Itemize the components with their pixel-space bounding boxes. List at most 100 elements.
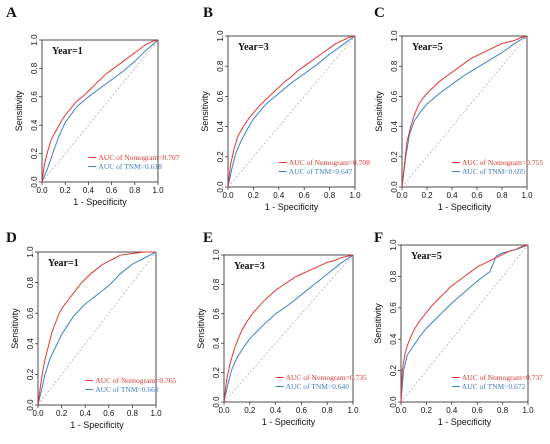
legend-entry: AUC of Nomogram=0.708 [289, 158, 370, 167]
panel-f: F 0.0 0.2 0.4 0.6 0.8 1.0 0.0 0.2 0.4 0.6 0.8 1.0 1 -… [373, 230, 543, 427]
x-tick-label: 0.6 [471, 191, 483, 200]
x-tick-label: 0.6 [106, 186, 118, 195]
x-tick-label: 0.6 [472, 406, 484, 415]
x-tick-label: 0.4 [273, 191, 285, 200]
y-tick-label: 0.2 [26, 368, 35, 380]
plot-frame [37, 251, 157, 406]
x-tick-label: 0.8 [129, 186, 141, 195]
y-tick-label: 1.0 [390, 30, 399, 42]
y-tick-label: 0.4 [26, 338, 35, 350]
legend-entry: AUC of TNM=0.695 [462, 167, 526, 176]
panel-c: C 0.0 0.2 0.4 0.6 0.8 1.0 0.0 0.2 0.4 0.6 0.8 1.0 1 -… [374, 5, 543, 212]
tnm-roc-curve [401, 35, 528, 188]
y-axis-title: Sensitivity [14, 90, 24, 131]
legend-entry: AUC of Nomogram=0.765 [95, 376, 176, 385]
nomogram-roc-curve [400, 244, 529, 403]
reference-diagonal [41, 39, 159, 183]
x-tick-label: 0.8 [496, 191, 508, 200]
panel-letter-c: C [374, 5, 385, 21]
x-tick-label: 1.0 [522, 406, 534, 415]
x-tick-label: 1.0 [150, 409, 162, 418]
nomogram-roc-curve [227, 35, 356, 188]
year-label: Year=3 [234, 261, 265, 272]
y-tick-label: 0.0 [390, 181, 399, 193]
y-tick-label: 0.6 [30, 91, 39, 103]
y-axis-title: Sensitivity [10, 308, 20, 349]
x-tick-label: 0.2 [421, 191, 433, 200]
x-tick-label: 0.0 [218, 406, 230, 415]
plot-frame [227, 35, 356, 188]
y-tick-label: 0.8 [26, 276, 35, 288]
y-tick-label: 0.6 [389, 302, 398, 314]
reference-diagonal [227, 35, 356, 188]
legend-entry: AUC of Nomogram=0.735 [286, 373, 367, 382]
x-axis-title: 1 - Specificity [438, 202, 492, 212]
y-tick-label: 0.0 [216, 181, 225, 193]
legend-entry: AUC of Nomogram=0.737 [462, 373, 543, 382]
reference-diagonal [223, 254, 354, 403]
y-tick-label: 0.8 [390, 60, 399, 72]
legend-entry: AUC of TNM=0.647 [289, 167, 353, 176]
reference-diagonal [400, 244, 529, 403]
x-tick-label: 0.2 [60, 186, 72, 195]
tnm-roc-curve [41, 39, 159, 183]
y-axis-title: Sensitivity [200, 91, 210, 132]
x-tick-label: 1.0 [152, 186, 164, 195]
x-tick-label: 0.8 [497, 406, 509, 415]
panel-letter-a: A [6, 5, 17, 21]
year-label: Year=5 [412, 42, 443, 53]
panel-d: D 0.0 0.2 0.4 0.6 0.8 1.0 0.0 0.2 0.4 0.6 0.8 1.0 1 -… [6, 230, 177, 430]
y-tick-label: 1.0 [30, 34, 39, 46]
x-axis-title: 1 - Specificity [70, 420, 124, 430]
plot-frame [41, 39, 159, 183]
y-tick-label: 0.8 [212, 278, 221, 290]
y-tick-label: 1.0 [389, 239, 398, 251]
y-tick-label: 0.4 [216, 120, 225, 132]
y-tick-label: 0.2 [216, 151, 225, 163]
plot-frame [401, 35, 528, 188]
nomogram-roc-curve [41, 39, 159, 183]
y-tick-label: 1.0 [216, 30, 225, 42]
x-tick-label: 0.0 [395, 406, 407, 415]
x-tick-label: 0.2 [421, 406, 433, 415]
x-axis-title: 1 - Specificity [265, 202, 319, 212]
panel-b: B 0.0 0.2 0.4 0.6 0.8 1.0 0.0 0.2 0.4 0.6 0.8 1.0 1 -… [200, 5, 370, 212]
tnm-roc-curve [400, 244, 529, 403]
x-tick-label: 0.4 [83, 186, 95, 195]
x-tick-label: 0.0 [396, 191, 408, 200]
y-axis-title: Sensitivity [196, 308, 206, 349]
legend-entry: AUC of TNM=0.618 [98, 162, 162, 171]
y-tick-label: 0.4 [212, 337, 221, 349]
x-tick-label: 0.2 [56, 409, 68, 418]
x-tick-label: 0.0 [222, 191, 234, 200]
x-tick-label: 0.8 [324, 191, 336, 200]
x-axis-title: 1 - Specificity [262, 417, 316, 427]
y-tick-label: 0.8 [30, 62, 39, 74]
y-tick-label: 0.0 [389, 396, 398, 408]
tnm-roc-curve [227, 35, 356, 188]
x-tick-label: 0.4 [446, 191, 458, 200]
panel-letter-d: D [6, 230, 17, 246]
y-tick-label: 0.8 [389, 270, 398, 282]
x-tick-label: 0.6 [299, 191, 311, 200]
x-tick-label: 0.8 [127, 409, 139, 418]
x-tick-label: 1.0 [347, 406, 359, 415]
nomogram-roc-curve [37, 251, 156, 406]
reference-diagonal [401, 35, 528, 188]
y-tick-label: 0.4 [389, 333, 398, 345]
y-tick-label: 0.0 [30, 176, 39, 188]
x-tick-label: 0.8 [322, 406, 334, 415]
y-tick-label: 0.4 [30, 119, 39, 131]
x-tick-label: 0.6 [103, 409, 115, 418]
y-tick-label: 1.0 [212, 249, 221, 261]
legend-entry: AUC of Nomogram=0.755 [462, 158, 543, 167]
y-tick-label: 0.0 [26, 399, 35, 411]
nomogram-roc-curve [223, 254, 354, 403]
x-tick-label: 0.0 [32, 409, 44, 418]
y-tick-label: 0.4 [390, 120, 399, 132]
y-tick-label: 1.0 [26, 246, 35, 258]
y-tick-label: 0.2 [30, 147, 39, 159]
legend-entry: AUC of TNM=0.668 [95, 385, 159, 394]
y-axis-title: Sensitivity [374, 91, 384, 132]
